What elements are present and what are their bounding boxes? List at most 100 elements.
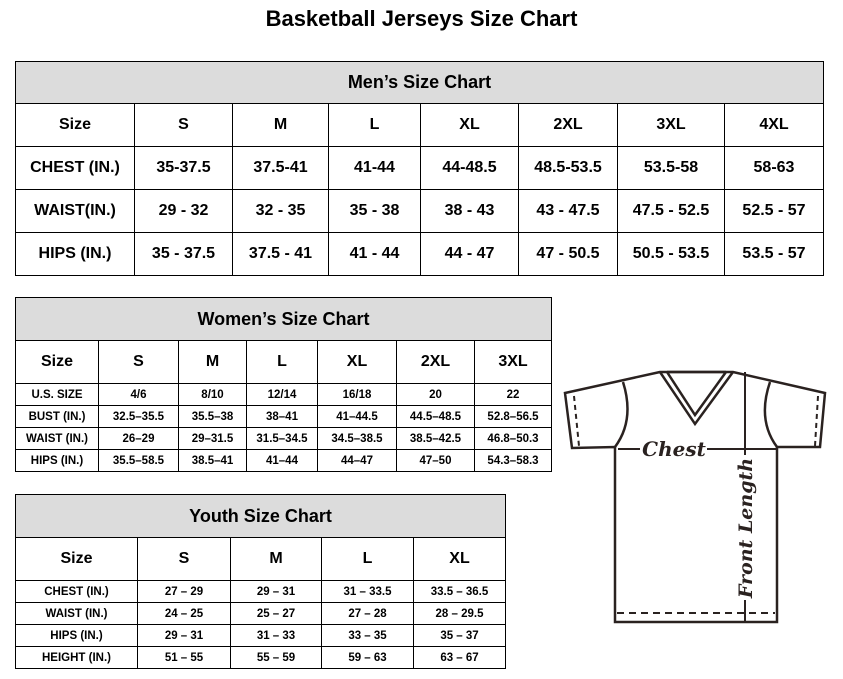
column-header: Size (15, 103, 135, 147)
row-label: HIPS (IN.) (15, 624, 138, 647)
table-cell: 33 – 35 (321, 624, 414, 647)
column-header: XL (420, 103, 519, 147)
jersey-outline (563, 370, 827, 624)
table-cell: 59 – 63 (321, 646, 414, 669)
table-row: HIPS (IN.) 35.5–58.5 38.5–41 41–44 44–47 47–5… (15, 449, 553, 472)
table-cell: 31 – 33.5 (321, 580, 414, 603)
column-header: 4XL (724, 103, 824, 147)
column-header: M (178, 340, 247, 384)
table-cell: 38–41 (246, 405, 318, 428)
table-caption: Women’s Size Chart (14, 297, 553, 341)
table-cell: 48.5-53.5 (518, 146, 618, 190)
column-header: S (98, 340, 179, 384)
column-header: 2XL (518, 103, 618, 147)
table-cell: 29 - 32 (134, 189, 233, 233)
table-cell: 55 – 59 (230, 646, 322, 669)
table-cell: 41 - 44 (328, 232, 421, 276)
table-cell: 44.5–48.5 (396, 405, 475, 428)
table-cell: 38.5–42.5 (396, 427, 475, 450)
table-cell: 28 – 29.5 (412, 602, 507, 625)
table-row: HIPS (IN.) 35 - 37.5 37.5 - 41 41 - 44 44 - … (15, 232, 824, 276)
table-cell: 22 (473, 383, 553, 406)
column-header: Size (15, 340, 99, 384)
table-cell: 38 - 43 (420, 189, 519, 233)
table-cell: 29–31.5 (178, 427, 247, 450)
table-row: HEIGHT (IN.) 51 – 55 55 – 59 59 – 63 63 – 67 (15, 646, 507, 669)
table-cell: 52.5 - 57 (724, 189, 824, 233)
table-cell: 35 - 37.5 (134, 232, 233, 276)
table-cell: 33.5 – 36.5 (412, 580, 507, 603)
table-cell: 43 - 47.5 (518, 189, 618, 233)
table-cell: 58-63 (724, 146, 824, 190)
column-header: L (328, 103, 421, 147)
column-header: Size (15, 537, 138, 581)
table-cell: 35.5–38 (178, 405, 247, 428)
sleeve-hem-left (573, 395, 580, 447)
column-header: S (134, 103, 233, 147)
column-header: M (232, 103, 329, 147)
table-row: WAIST (IN.) 26–29 29–31.5 31.5–34.5 34.5–38.… (15, 427, 553, 450)
table-cell: 51 – 55 (137, 646, 231, 669)
row-label: HIPS (IN.) (15, 232, 135, 276)
table-cell: 47–50 (396, 449, 475, 472)
table-cell: 47 - 50.5 (518, 232, 618, 276)
sleeve-seam-left (613, 381, 629, 448)
table-cell: 41–44.5 (317, 405, 397, 428)
table-cell: 25 – 27 (230, 602, 322, 625)
row-label: WAIST (IN.) (15, 602, 138, 625)
collar (658, 370, 735, 427)
table-cell: 47.5 - 52.5 (617, 189, 725, 233)
table-cell: 44-48.5 (420, 146, 519, 190)
table-cell: 32.5–35.5 (98, 405, 179, 428)
header-row: Size S M L XL 2XL 3XL (15, 340, 553, 384)
table-cell: 35 - 38 (328, 189, 421, 233)
table-cell: 4/6 (98, 383, 179, 406)
row-label: HIPS (IN.) (15, 449, 99, 472)
table-caption: Men’s Size Chart (15, 61, 824, 104)
column-header: L (321, 537, 414, 581)
table-cell: 37.5-41 (232, 146, 329, 190)
table-cell: 46.8–50.3 (473, 427, 553, 450)
table-caption: Youth Size Chart (14, 494, 507, 538)
table-cell: 44 - 47 (420, 232, 519, 276)
row-label: CHEST (IN.) (15, 146, 135, 190)
table-row: WAIST (IN.) 24 – 25 25 – 27 27 – 28 28 – 29.… (15, 602, 507, 625)
table-cell: 27 – 28 (321, 602, 414, 625)
table-cell: 8/10 (178, 383, 247, 406)
page-title: Basketball Jerseys Size Chart (265, 6, 578, 31)
header-row: Size S M L XL 2XL 3XL 4XL (15, 103, 824, 147)
column-header: M (230, 537, 322, 581)
column-header: XL (412, 537, 507, 581)
column-header: 2XL (396, 340, 475, 384)
table-cell: 63 – 67 (412, 646, 507, 669)
row-label: WAIST(IN.) (15, 189, 135, 233)
front-length-label: Front Length (735, 458, 757, 599)
table-cell: 54.3–58.3 (473, 449, 553, 472)
table-cell: 37.5 - 41 (232, 232, 329, 276)
table-cell: 29 – 31 (137, 624, 231, 647)
table-cell: 53.5 - 57 (724, 232, 824, 276)
womens-size-table: Women’s Size Chart Size S M L XL 2XL 3XL U.S. SI… (14, 297, 553, 472)
row-label: BUST (IN.) (15, 405, 99, 428)
table-cell: 50.5 - 53.5 (617, 232, 725, 276)
table-cell: 41–44 (246, 449, 318, 472)
row-label: CHEST (IN.) (15, 580, 138, 603)
table-row: WAIST(IN.) 29 - 32 32 - 35 35 - 38 38 - 43 43… (15, 189, 824, 233)
table-cell: 35-37.5 (134, 146, 233, 190)
jersey-diagram: Chest Front Length (563, 370, 827, 624)
table-cell: 20 (396, 383, 475, 406)
table-cell: 53.5-58 (617, 146, 725, 190)
table-cell: 24 – 25 (137, 602, 231, 625)
table-row: U.S. SIZE 4/6 8/10 12/14 16/18 20 22 (15, 383, 553, 406)
table-cell: 27 – 29 (137, 580, 231, 603)
column-header: 3XL (617, 103, 725, 147)
table-row: CHEST (IN.) 27 – 29 29 – 31 31 – 33.5 33.5 –… (15, 580, 507, 603)
table-cell: 52.8–56.5 (473, 405, 553, 428)
table-row: HIPS (IN.) 29 – 31 31 – 33 33 – 35 35 – 37 (15, 624, 507, 647)
table-cell: 35.5–58.5 (98, 449, 179, 472)
table-cell: 16/18 (317, 383, 397, 406)
header-row: Size S M L XL (15, 537, 507, 581)
row-label: HEIGHT (IN.) (15, 646, 138, 669)
table-cell: 29 – 31 (230, 580, 322, 603)
table-row: CHEST (IN.) 35-37.5 37.5-41 41-44 44-48.5 48.… (15, 146, 824, 190)
